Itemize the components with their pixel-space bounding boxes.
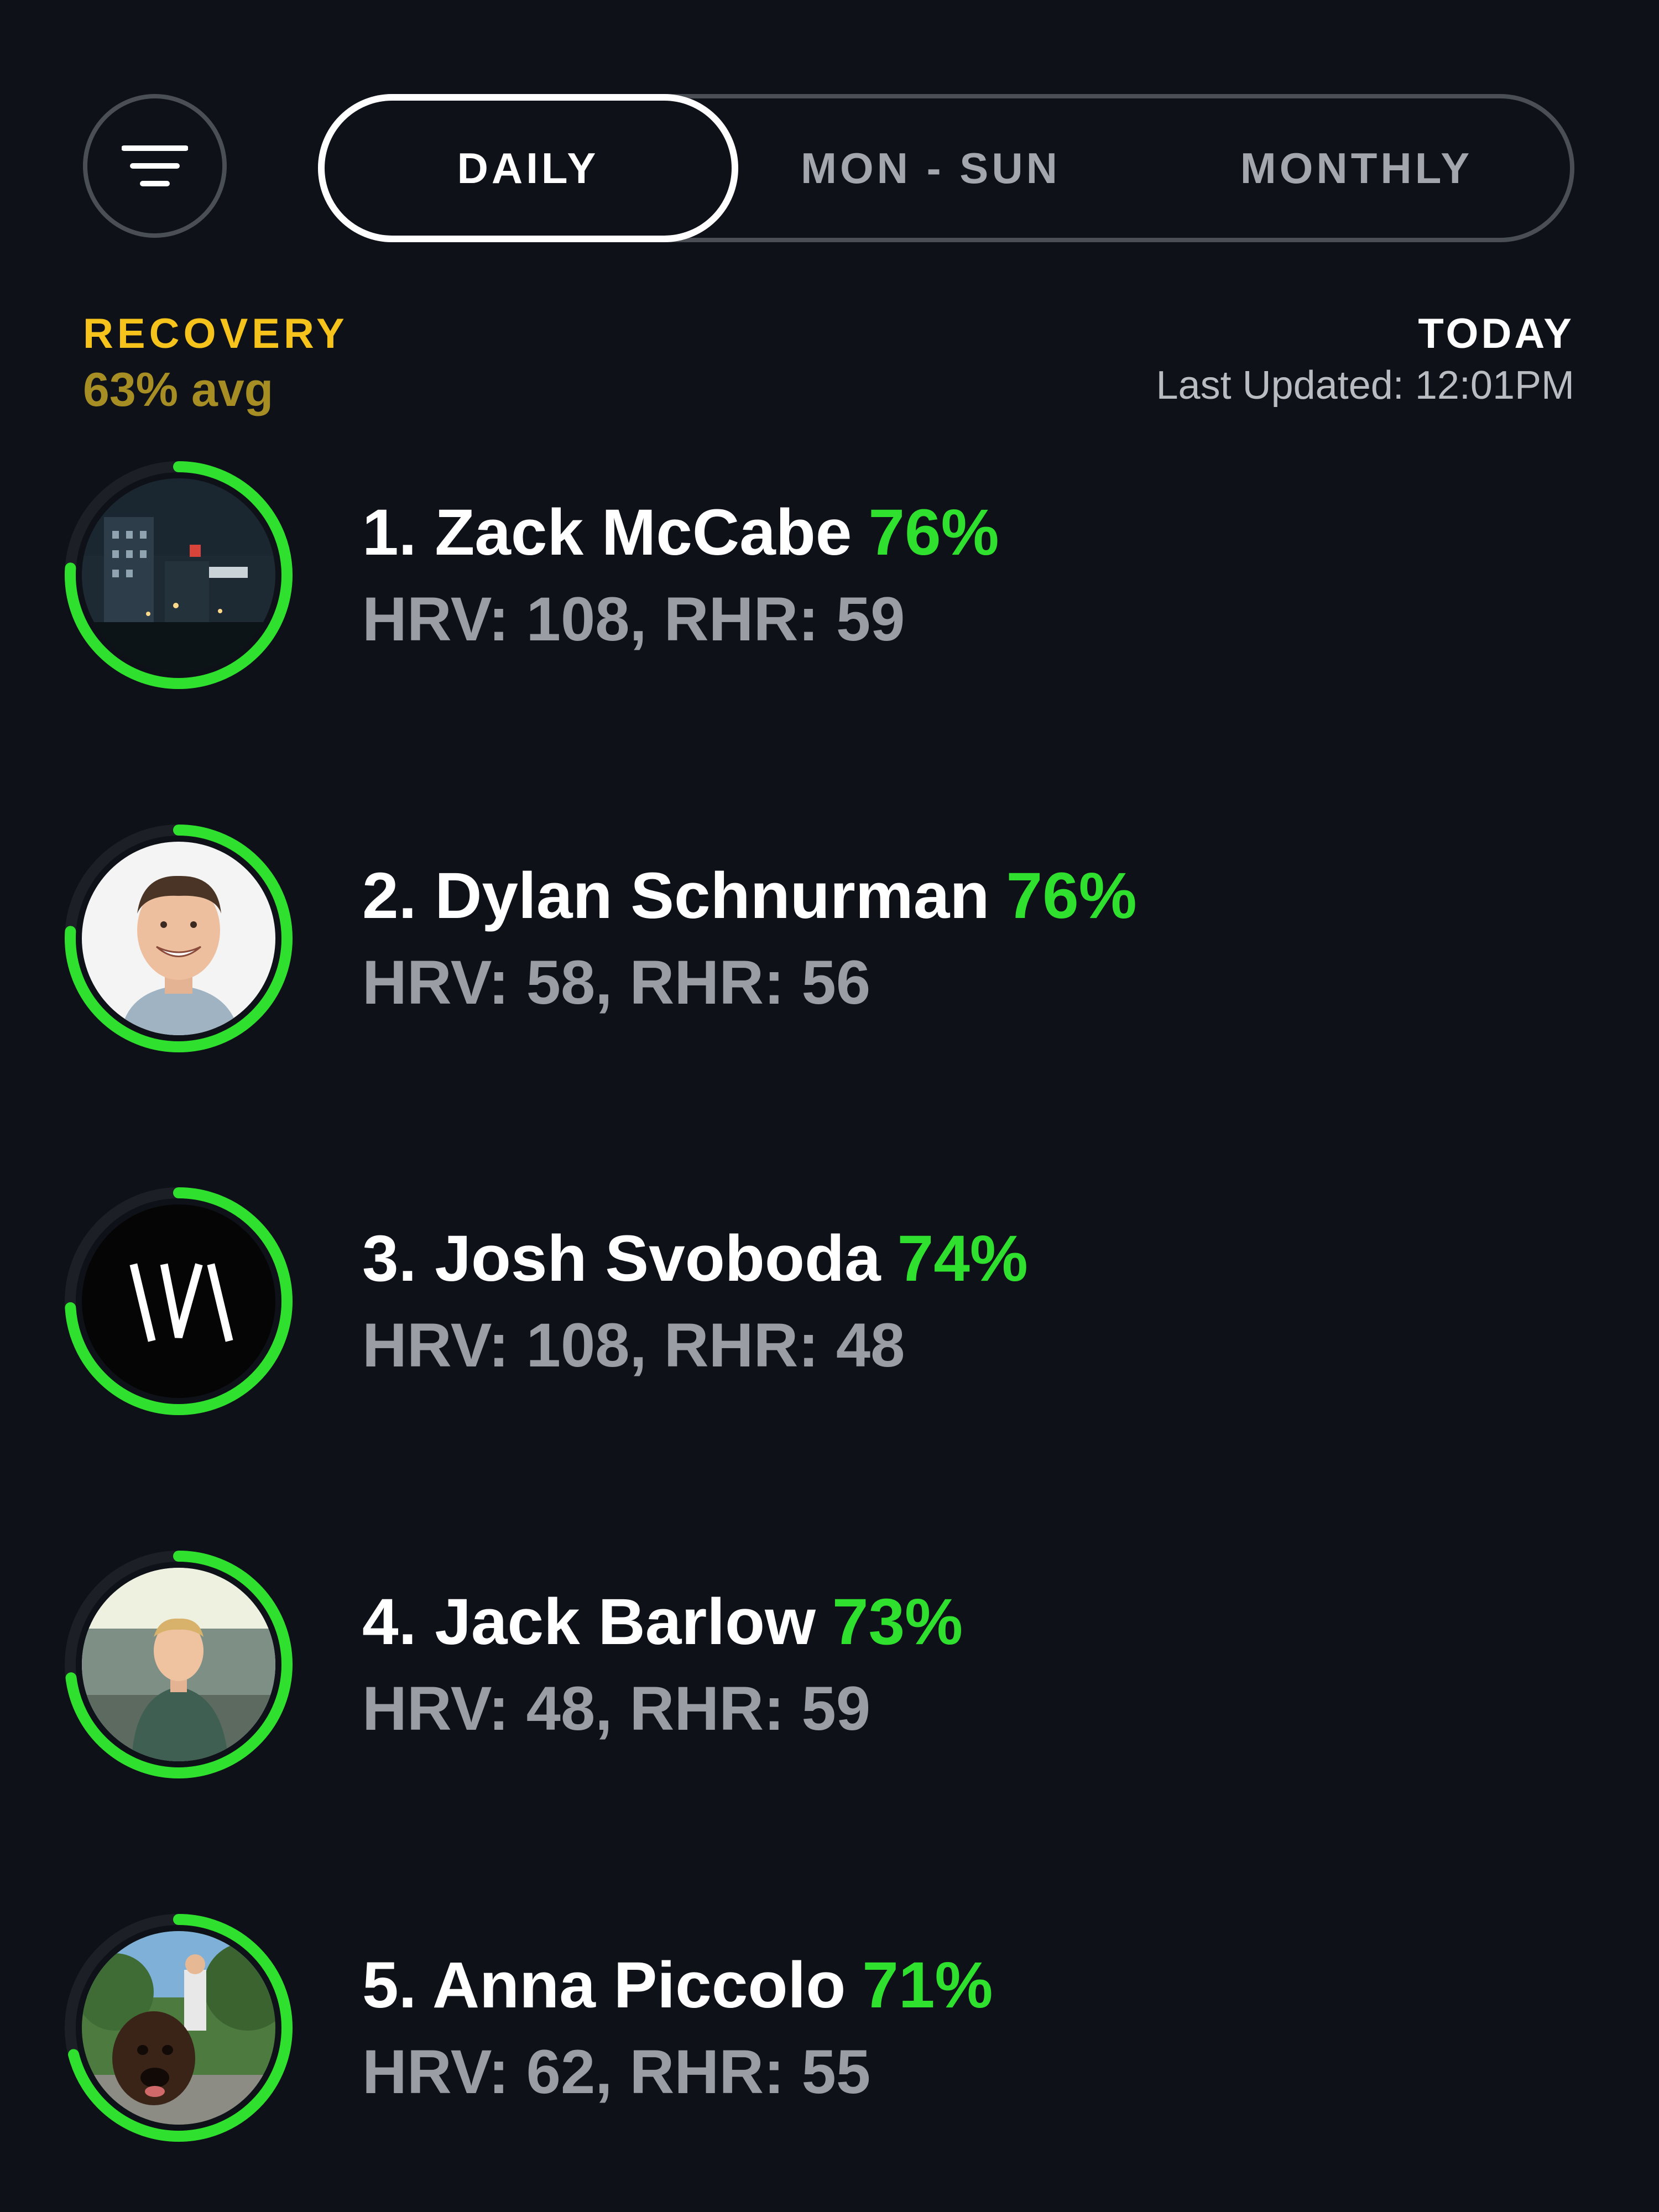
athlete-name-line: 4. Jack Barlow 73% [362, 1584, 963, 1660]
recovery-ring [60, 820, 298, 1057]
recovery-ring [60, 1909, 298, 2147]
smiling-man-portrait [82, 842, 275, 1035]
athlete-name: 2. Dylan Schnurman [362, 859, 990, 932]
avatar [82, 1204, 275, 1398]
recovery-ring [60, 1182, 298, 1420]
metric-title: RECOVERY [83, 310, 348, 357]
recovery-percent: 73% [832, 1585, 963, 1658]
filter-button[interactable] [83, 94, 227, 238]
recovery-percent: 71% [862, 1949, 993, 2022]
period-label: TODAY [1418, 310, 1574, 357]
athlete-name: 4. Jack Barlow [362, 1585, 816, 1658]
avatar [82, 842, 275, 1035]
leaderboard-row-5[interactable]: 5. Anna Piccolo 71% HRV: 62, RHR: 55 [0, 1909, 1659, 2152]
dog-outdoors-photo [82, 1931, 275, 2125]
tab-mon-sun[interactable]: MON - SUN [801, 143, 1061, 192]
athlete-stats: HRV: 108, RHR: 48 [362, 1311, 905, 1380]
last-updated-text: Last Updated: 12:01PM [1156, 363, 1575, 408]
recovery-ring [60, 1546, 298, 1783]
athlete-stats: HRV: 108, RHR: 59 [362, 585, 905, 654]
athlete-name-line: 1. Zack McCabe 76% [362, 495, 999, 570]
city-night-photo [82, 478, 275, 672]
leaderboard-row-4[interactable]: 4. Jack Barlow 73% HRV: 48, RHR: 59 [0, 1546, 1659, 1789]
recovery-percent: 76% [868, 496, 999, 569]
avatar [82, 1931, 275, 2125]
avatar [82, 478, 275, 672]
athlete-name: 1. Zack McCabe [362, 496, 852, 569]
filter-lines-icon [122, 145, 188, 186]
athlete-name: 3. Josh Svoboda [362, 1222, 881, 1295]
leaderboard-row-3[interactable]: 3. Josh Svoboda 74% HRV: 108, RHR: 48 [0, 1182, 1659, 1426]
man-green-jacket-photo [82, 1568, 275, 1761]
athlete-name: 5. Anna Piccolo [362, 1949, 846, 2022]
athlete-name-line: 5. Anna Piccolo 71% [362, 1948, 993, 2023]
athlete-stats: HRV: 48, RHR: 59 [362, 1674, 871, 1743]
athlete-stats: HRV: 58, RHR: 56 [362, 948, 871, 1017]
athlete-name-line: 3. Josh Svoboda 74% [362, 1221, 1028, 1296]
leaderboard-row-2[interactable]: 2. Dylan Schnurman 76% HRV: 58, RHR: 56 [0, 820, 1659, 1063]
recovery-percent: 74% [897, 1222, 1028, 1295]
tab-daily[interactable]: DAILY [318, 94, 738, 242]
period-tabs: DAILY MON - SUN MONTHLY [318, 94, 1574, 242]
recovery-ring [60, 456, 298, 694]
leaderboard-row-1[interactable]: 1. Zack McCabe 76% HRV: 108, RHR: 59 [0, 456, 1659, 700]
tab-monthly[interactable]: MONTHLY [1240, 143, 1473, 192]
w-logo-mark [82, 1204, 275, 1398]
athlete-name-line: 2. Dylan Schnurman 76% [362, 858, 1137, 933]
metric-average: 63% avg [83, 363, 274, 416]
athlete-stats: HRV: 62, RHR: 55 [362, 2037, 871, 2106]
recovery-percent: 76% [1006, 859, 1137, 932]
avatar [82, 1568, 275, 1761]
